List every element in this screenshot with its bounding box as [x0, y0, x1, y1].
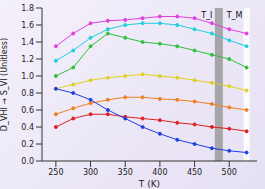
- svg-text:0.2: 0.2: [21, 140, 34, 149]
- svg-text:T_I: T_I: [200, 11, 212, 20]
- svg-text:250: 250: [48, 168, 63, 177]
- svg-text:1.4: 1.4: [21, 38, 34, 47]
- svg-text:1.6: 1.6: [21, 21, 34, 30]
- svg-text:D_VHI → S_VI (Unitless): D_VHI → S_VI (Unitless): [8, 38, 9, 131]
- svg-text:300: 300: [83, 168, 98, 177]
- svg-text:350: 350: [118, 168, 133, 177]
- svg-text:400: 400: [152, 168, 167, 177]
- svg-text:500: 500: [222, 168, 237, 177]
- svg-text:T (K): T (K): [138, 179, 160, 189]
- svg-text:1.0: 1.0: [21, 72, 34, 81]
- svg-text:1.2: 1.2: [21, 55, 34, 64]
- svg-text:T_M: T_M: [226, 11, 243, 20]
- svg-text:0.8: 0.8: [21, 89, 34, 98]
- svg-text:0.4: 0.4: [21, 123, 34, 132]
- svg-text:0.6: 0.6: [21, 106, 34, 115]
- svg-text:0.0: 0.0: [21, 157, 34, 166]
- svg-text:450: 450: [187, 168, 202, 177]
- svg-text:1.8: 1.8: [21, 4, 34, 13]
